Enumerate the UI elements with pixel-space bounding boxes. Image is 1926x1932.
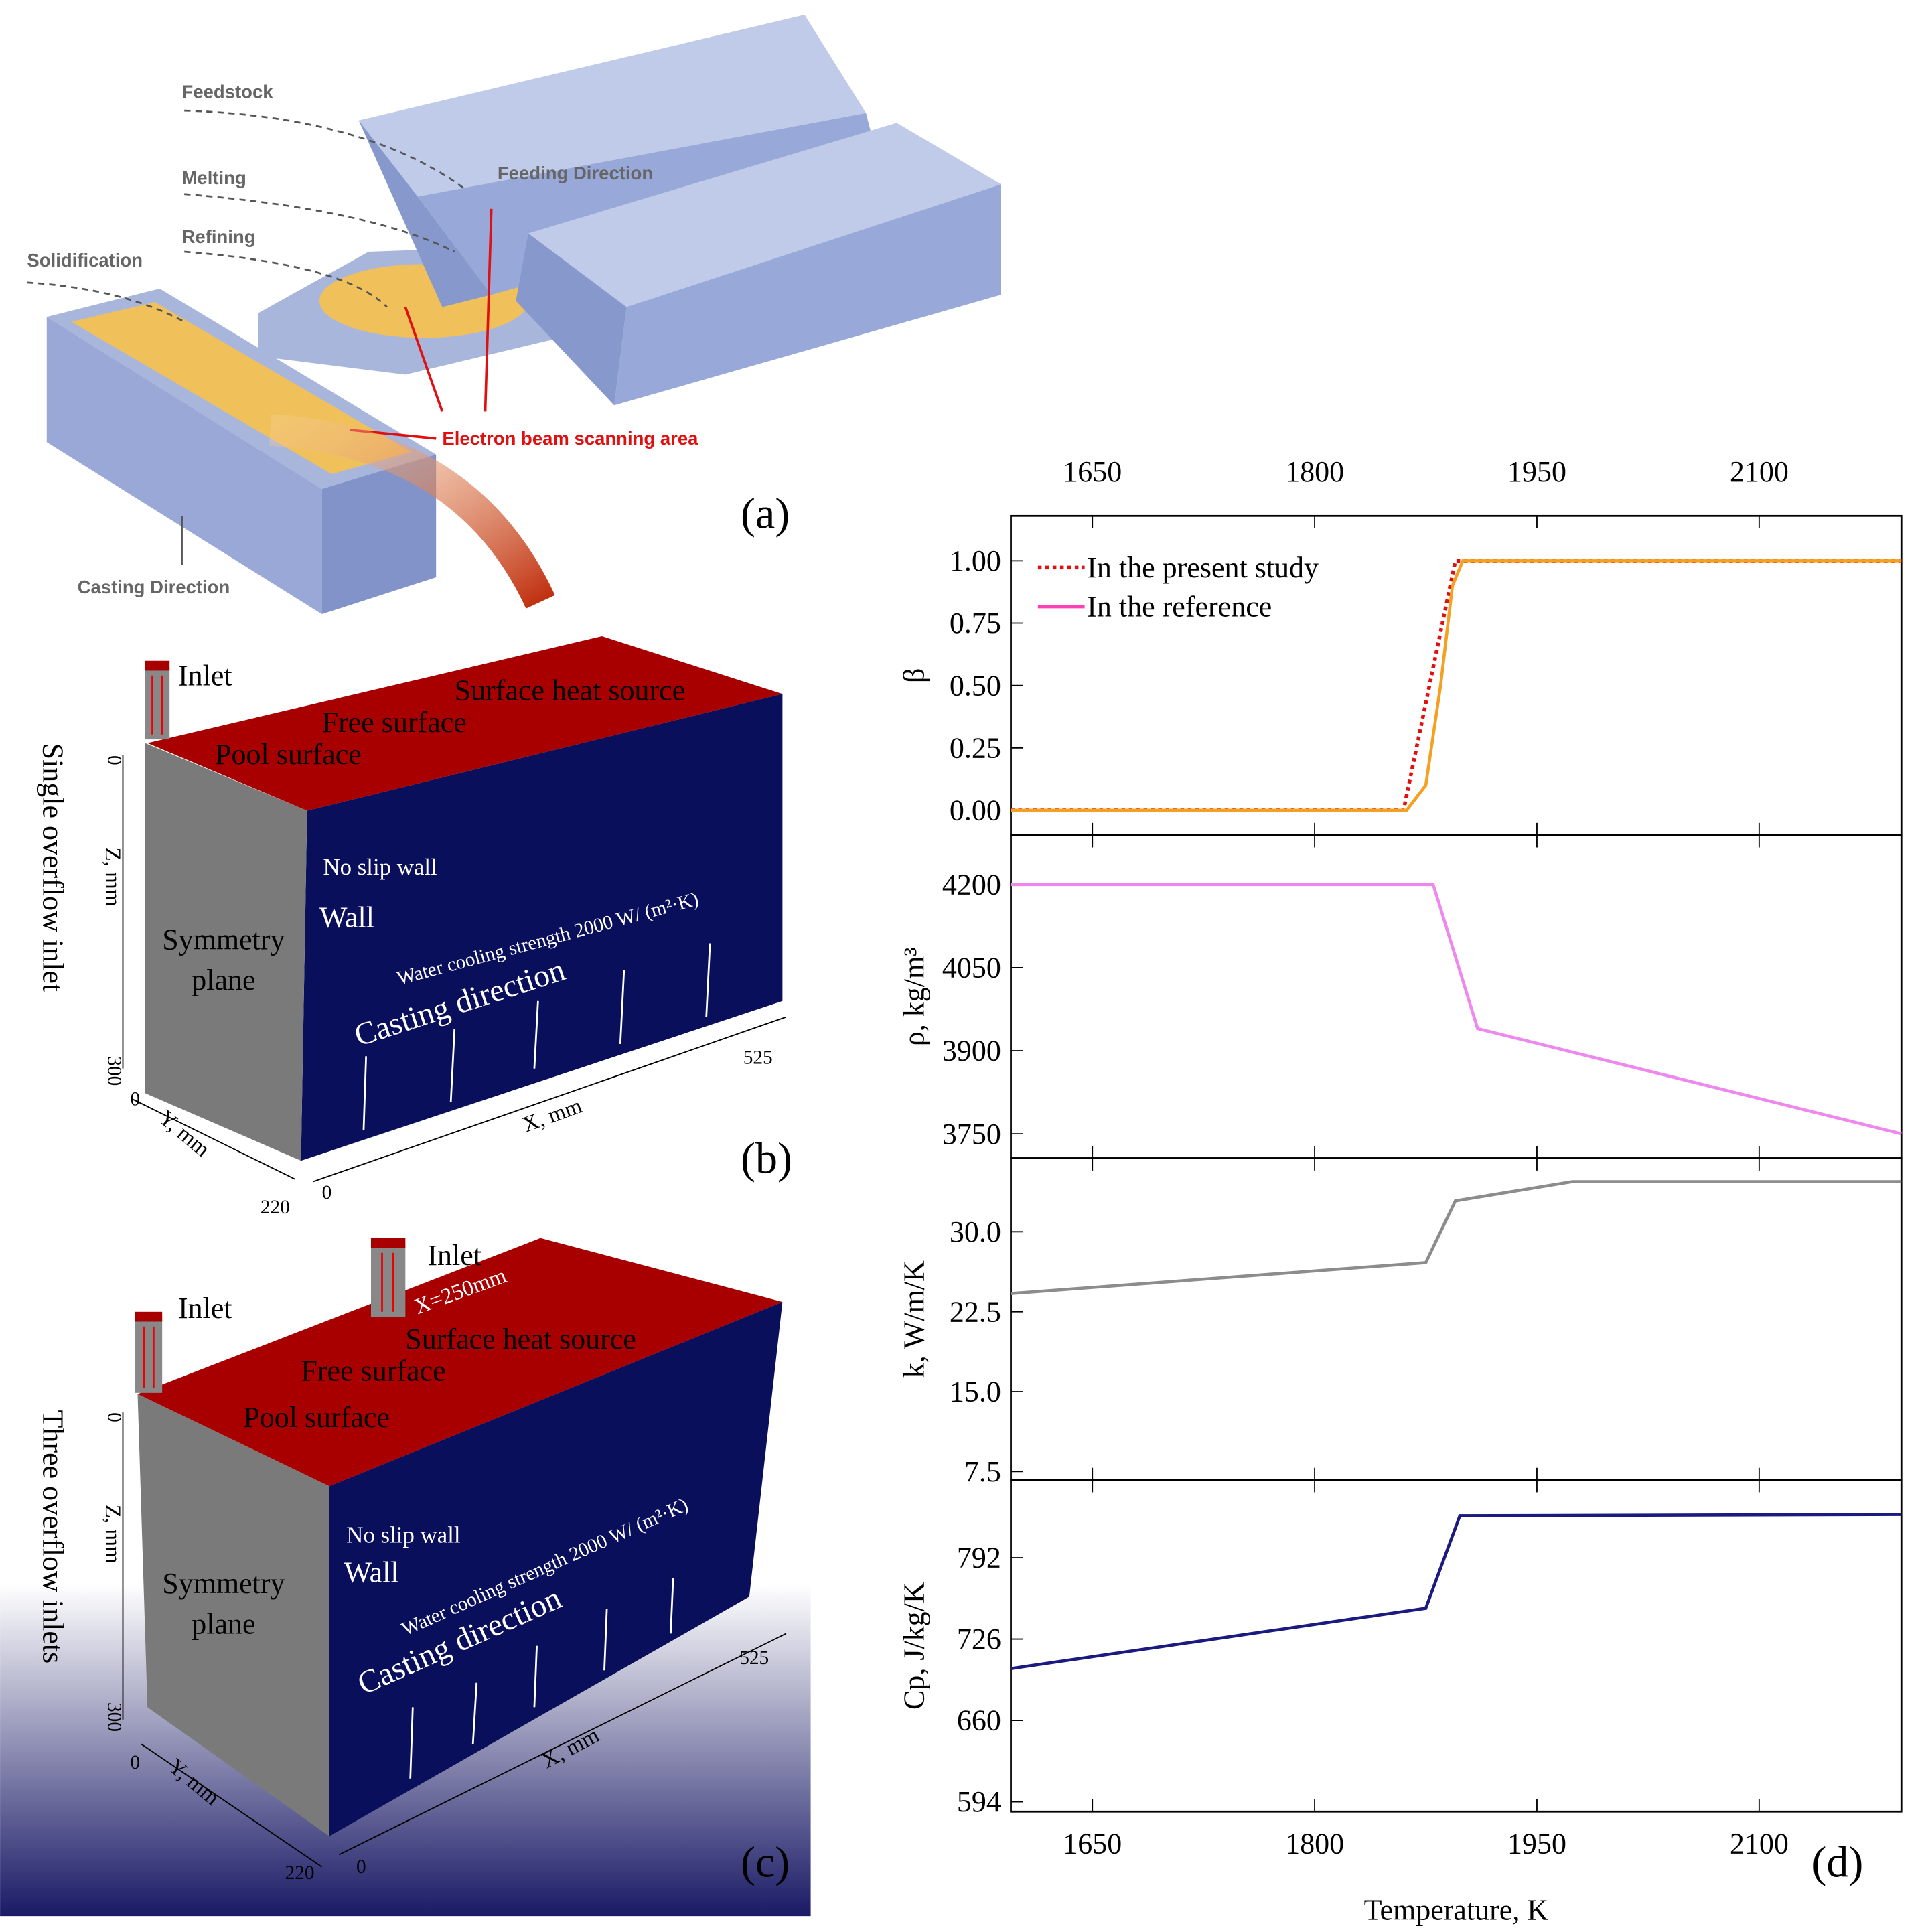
label: Electron beam scanning area (442, 428, 698, 449)
y-tick-label: 660 (957, 1704, 1001, 1737)
y-tick-label: 594 (957, 1785, 1001, 1818)
label: plane (192, 964, 255, 996)
y-tick-label: 792 (957, 1542, 1001, 1574)
label: Symmetry (162, 923, 285, 956)
label: Melting (182, 167, 246, 188)
furnace-diagram: Feedstock Melting Refining Solidificatio… (27, 15, 1001, 615)
tick-label: 220 (261, 1197, 290, 1218)
y-tick-label: 30.0 (950, 1215, 1001, 1248)
label: No slip wall (346, 1522, 460, 1548)
label: plane (192, 1607, 255, 1640)
y-tick-label: 15.0 (950, 1376, 1001, 1408)
x-tick-label: 2100 (1730, 455, 1789, 488)
y-axis-label: Cp, J/kg/K (897, 1582, 930, 1710)
y-tick-label: 0.00 (950, 794, 1001, 827)
label: Inlet (178, 1292, 232, 1325)
x-tick-label: 1950 (1507, 455, 1566, 488)
y-tick-label: 4200 (942, 868, 1001, 901)
y-tick-label: 0.50 (950, 669, 1001, 702)
label: Three overflow inlets (36, 1410, 69, 1664)
label: Feedstock (182, 82, 274, 102)
label: Single overflow inlet (36, 743, 69, 992)
y-tick-label: 726 (957, 1623, 1001, 1655)
label: Inlet (178, 659, 232, 692)
data-line (1011, 1513, 1902, 1670)
x-tick-label: 2100 (1730, 1828, 1789, 1860)
y-tick-label: 3750 (942, 1118, 1001, 1150)
panel-tag: (d) (1811, 1838, 1863, 1886)
data-line (1011, 559, 1902, 812)
tick-label: 525 (743, 1047, 773, 1068)
panel-tag: (c) (741, 1838, 790, 1886)
legend-label: In the present study (1087, 551, 1319, 584)
y-tick-label: 0.25 (950, 731, 1001, 764)
label: Surface heat source (405, 1323, 636, 1355)
tick-label: 220 (285, 1862, 315, 1884)
y-tick-label: 7.5 (964, 1455, 1001, 1488)
y-axis-label: k, W/m/K (897, 1260, 930, 1378)
y-tick-label: 1.00 (950, 544, 1001, 577)
label: Wall (319, 901, 374, 934)
label: Wall (344, 1556, 399, 1588)
y-axis-label: β (897, 668, 930, 683)
axis-label: X, mm (519, 1094, 585, 1137)
data-line (1011, 1180, 1902, 1295)
x-tick-label: 1650 (1063, 455, 1122, 488)
panel-tag: (b) (741, 1134, 792, 1183)
label: Free surface (322, 706, 467, 739)
label: Refining (182, 226, 256, 247)
label: Casting Direction (78, 577, 230, 597)
tick-label: 300 (103, 1056, 125, 1086)
tick-label: 300 (103, 1702, 125, 1732)
y-tick-label: 0.75 (950, 607, 1001, 640)
plot-frame (1010, 1157, 1903, 1481)
tick-label: 525 (739, 1647, 769, 1669)
x-tick-label: 1800 (1285, 1828, 1344, 1860)
tick-label: 0 (103, 1412, 125, 1422)
x-axis-label: Temperature, K (1364, 1894, 1549, 1927)
label: Solidification (27, 250, 143, 271)
domain-b: Inlet Surface heat source Free surface P… (36, 636, 792, 1218)
y-tick-label: 4050 (942, 952, 1001, 984)
label: Free surface (301, 1355, 445, 1388)
axis-label: Z, mm (100, 1505, 125, 1564)
x-tick-label: 1650 (1063, 1828, 1122, 1860)
y-axis-label: ρ, kg/m³ (897, 948, 930, 1047)
panel-tag: (a) (741, 490, 790, 538)
data-line (1011, 883, 1902, 1136)
domain-c: Inlet X=250mm Inlet Surface heat source … (0, 1238, 811, 1917)
tick-label: 0 (130, 1752, 140, 1773)
label: Inlet (427, 1239, 482, 1272)
label: Pool surface (243, 1401, 390, 1434)
label: Surface heat source (455, 674, 685, 707)
tick-label: 0 (356, 1856, 366, 1878)
y-tick-label: 22.5 (950, 1295, 1001, 1328)
tick-label: 0 (322, 1182, 332, 1203)
tick-label: 0 (103, 755, 125, 765)
label: Feeding Direction (498, 163, 653, 183)
label: Symmetry (162, 1567, 285, 1600)
y-tick-label: 3900 (942, 1035, 1001, 1067)
legend-label: In the reference (1087, 591, 1272, 623)
axis-label: Z, mm (100, 848, 125, 907)
tick-label: 0 (130, 1089, 140, 1110)
plot-frame (1010, 1479, 1903, 1813)
x-tick-label: 1950 (1507, 1828, 1566, 1860)
label: No slip wall (323, 854, 437, 880)
x-tick-label: 1800 (1285, 455, 1344, 488)
label: Pool surface (215, 738, 362, 771)
